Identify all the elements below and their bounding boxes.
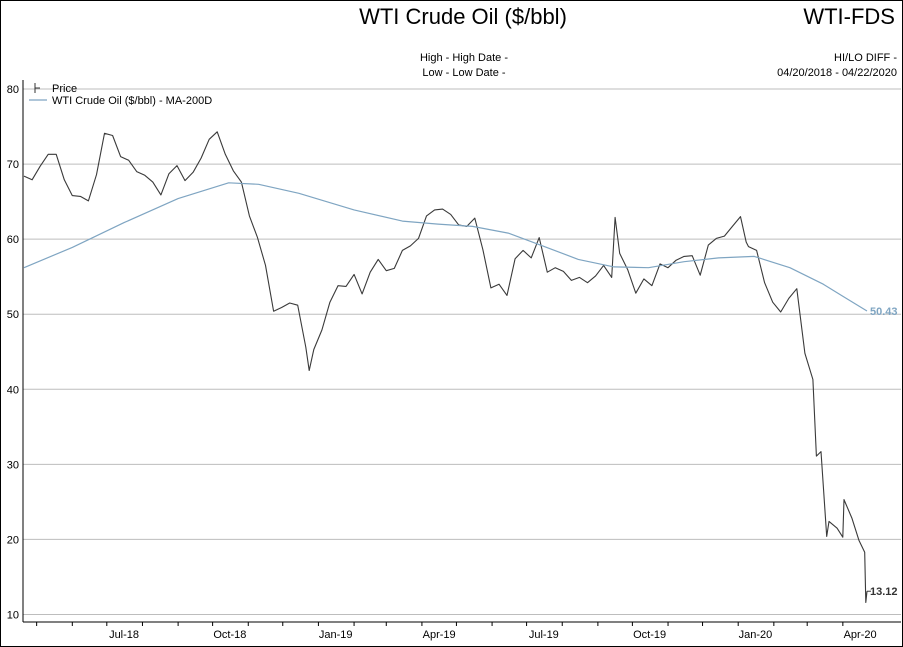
series-lines: 13.12 50.43 [23, 131, 898, 604]
y-tick-label: 50 [7, 309, 19, 321]
x-tick-label: Apr-20 [844, 629, 877, 641]
x-tick-label: Oct-19 [633, 629, 666, 641]
y-tick-label: 20 [7, 534, 19, 546]
y-tick-label: 80 [7, 84, 19, 96]
y-tick-label: 40 [7, 384, 19, 396]
legend-price-label: Price [52, 83, 77, 95]
y-tick-label: 70 [7, 159, 19, 171]
chart-title: WTI Crude Oil ($/bbl) [359, 4, 567, 29]
ma-last-value: 50.43 [870, 306, 898, 318]
legend-ma-label: WTI Crude Oil ($/bbl) - MA-200D [52, 95, 212, 107]
legend: Price WTI Crude Oil ($/bbl) - MA-200D [29, 83, 212, 107]
low-date-line: Low - Low Date - [422, 67, 506, 79]
ticker-symbol: WTI-FDS [803, 4, 895, 29]
y-tick-label: 30 [7, 459, 19, 471]
price-last-value: 13.12 [870, 586, 898, 598]
gridlines [23, 88, 901, 615]
x-tick-label: Jan-20 [739, 629, 773, 641]
x-tick-label: Jan-19 [319, 629, 353, 641]
y-tick-label: 10 [7, 610, 19, 622]
x-tick-label: Apr-19 [423, 629, 456, 641]
price-line [23, 131, 868, 604]
x-tick-label: Oct-18 [213, 629, 246, 641]
hilo-diff-line: HI/LO DIFF - [834, 52, 897, 64]
ma-200d-line [23, 182, 868, 312]
y-tick-label: 60 [7, 234, 19, 246]
x-tick-label: Jul-19 [529, 629, 559, 641]
high-date-line: High - High Date - [419, 52, 509, 64]
date-range: 04/20/2018 - 04/22/2020 [777, 67, 897, 79]
axes: 10 20 30 40 50 60 70 80 Jul-18 Oct-18 Jan-19 Apr-19… [7, 80, 901, 641]
x-tick-label: Jul-18 [109, 629, 139, 641]
